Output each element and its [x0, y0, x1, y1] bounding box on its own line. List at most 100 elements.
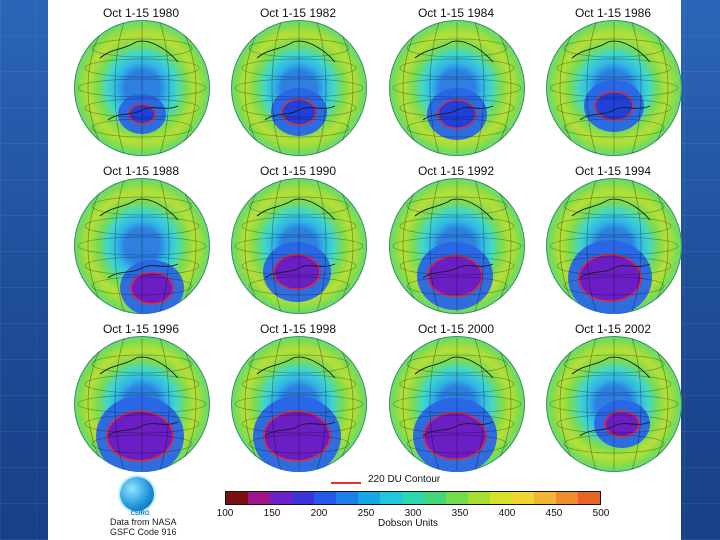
parallel-line [549, 236, 679, 256]
meridian-line [74, 179, 89, 313]
globe-map [546, 336, 682, 472]
globe-map [546, 178, 682, 314]
meridian-line [667, 179, 682, 313]
meridian-line [271, 179, 282, 313]
meridian-line [429, 179, 440, 313]
tick-label: 350 [451, 508, 469, 519]
meridian-line [352, 337, 367, 471]
meridian-line [87, 21, 107, 155]
map-cell-1984: Oct 1-15 1984 [377, 4, 535, 164]
tick-label: 200 [310, 508, 328, 519]
map-title: Oct 1-15 1988 [102, 164, 180, 178]
parallel-line [84, 98, 200, 118]
map-cell-1998: Oct 1-15 1998 [219, 320, 377, 480]
color-segment [226, 492, 248, 504]
globe-map [389, 178, 525, 314]
map-cell-1982: Oct 1-15 1982 [219, 4, 377, 164]
coastline [414, 198, 494, 279]
parallel-line [556, 374, 672, 394]
meridian-line [586, 179, 597, 313]
meridian-line [510, 179, 525, 313]
meridian-line [649, 21, 669, 155]
coastline [99, 198, 179, 279]
coastline [99, 356, 179, 437]
meridian-line [352, 179, 367, 313]
globe-svg [389, 179, 525, 313]
meridian-line [586, 337, 597, 471]
meridian-line [429, 21, 440, 155]
parallel-line [556, 98, 672, 118]
meridian-line [271, 337, 282, 471]
meridian-line [631, 179, 642, 313]
tick-label: 250 [357, 508, 375, 519]
parallel-line [399, 414, 515, 434]
coastline [414, 40, 494, 121]
parallel-line [563, 354, 665, 374]
color-segment [578, 492, 600, 504]
meridian-line [510, 337, 525, 471]
meridian-line [492, 21, 512, 155]
parallel-line [399, 58, 515, 78]
meridian-line [402, 21, 422, 155]
parallel-line [84, 216, 200, 236]
globe-svg [389, 337, 525, 472]
ozone-hole [263, 410, 331, 462]
map-title: Oct 1-15 1994 [574, 164, 652, 178]
color-segment [314, 492, 336, 504]
globe-svg [231, 179, 367, 313]
meridian-line [402, 179, 422, 313]
parallel-line [406, 118, 508, 138]
coastline [571, 356, 651, 437]
parallel-line [234, 236, 364, 256]
meridian-line [114, 21, 125, 155]
parallel-line [91, 118, 193, 138]
globe-map [74, 336, 210, 472]
globe-svg [74, 179, 210, 314]
contour-line-icon [331, 482, 361, 484]
dobson-legend: 220 DU Contour 100 150 200 250 300 350 400 450 5… [213, 474, 610, 532]
meridian-line [631, 21, 642, 155]
meridian-line [429, 337, 440, 471]
meridian-line [510, 21, 525, 155]
parallel-line [241, 216, 357, 236]
color-segment [402, 492, 424, 504]
map-title: Oct 1-15 1990 [259, 164, 337, 178]
globe-map [74, 178, 210, 314]
map-title: Oct 1-15 2000 [417, 322, 495, 336]
tick-label: 300 [404, 508, 422, 519]
globe-map [546, 20, 682, 156]
meridian-line [389, 21, 404, 155]
credit-line-2: GSFC Code 916 [110, 527, 177, 537]
meridian-line [87, 337, 107, 471]
parallel-line [549, 78, 679, 98]
logo-text: CSIRO [130, 511, 150, 517]
meridian-line [559, 179, 579, 313]
meridian-line [244, 179, 264, 313]
meridian-line [546, 21, 561, 155]
parallel-line [406, 354, 508, 374]
contour-ring [427, 255, 483, 297]
parallel-line [406, 276, 508, 296]
ozone-hole [130, 271, 174, 305]
meridian-line [231, 179, 246, 313]
parallel-line [556, 414, 672, 434]
parallel-line [77, 394, 207, 414]
map-cell-2000: Oct 1-15 2000 [377, 320, 535, 480]
meridian-line [492, 179, 512, 313]
meridian-line [474, 337, 485, 471]
coastline [256, 198, 336, 279]
parallel-line [84, 58, 200, 78]
globe-svg [231, 337, 367, 472]
tick-label: 450 [545, 508, 563, 519]
parallel-line [241, 98, 357, 118]
meridian-line [316, 337, 327, 471]
map-title: Oct 1-15 1998 [259, 322, 337, 336]
ozone-map-panel: Oct 1-15 1980 Oct 1-15 1982 Oct 1-15 198… [48, 0, 682, 540]
color-segment [556, 492, 578, 504]
map-title: Oct 1-15 2002 [574, 322, 652, 336]
parallel-line [248, 434, 350, 454]
color-segment [490, 492, 512, 504]
tick-label: 150 [263, 508, 281, 519]
meridian-line [195, 21, 210, 155]
globe-map [231, 20, 367, 156]
